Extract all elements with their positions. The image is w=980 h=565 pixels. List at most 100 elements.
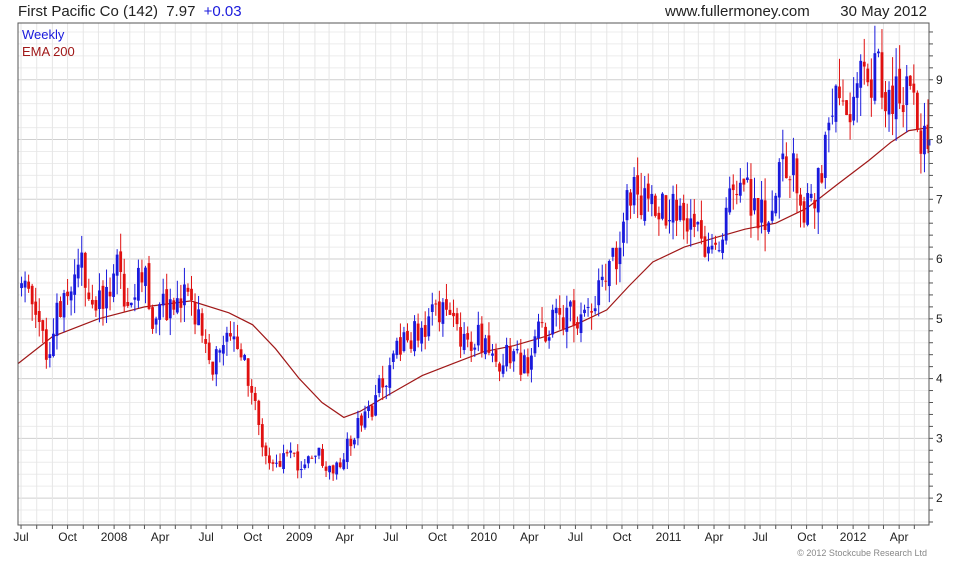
candle-body (420, 327, 424, 344)
candle-body (866, 68, 870, 83)
candle-body (154, 318, 158, 325)
candle-body (381, 378, 385, 388)
candle-body (572, 300, 576, 326)
candle-body (923, 125, 926, 155)
candle-body (342, 459, 346, 470)
candle-body (618, 247, 622, 265)
x-tick-label: Jul (752, 530, 767, 544)
x-tick-label: Oct (428, 530, 447, 544)
candle-body (335, 462, 339, 475)
candle-body (190, 288, 193, 301)
candle-body (508, 346, 512, 364)
candle-body (926, 124, 930, 150)
candle-body (289, 450, 293, 453)
y-tick-label: 2 (936, 491, 943, 505)
candle-body (462, 333, 466, 351)
candle-body (246, 358, 250, 386)
candle-body (416, 323, 420, 341)
candle-body (565, 307, 569, 332)
candle-body (877, 51, 880, 54)
x-tick-label: Apr (890, 530, 909, 544)
candle-body (409, 340, 413, 349)
candle-body (487, 335, 491, 353)
candle-body (161, 293, 165, 306)
candle-body (583, 309, 586, 314)
candle-body (119, 251, 123, 273)
candle-body (501, 365, 505, 374)
candle-body (349, 438, 353, 447)
candle-body (324, 466, 328, 471)
candle-body (299, 469, 303, 471)
candle-body (742, 178, 746, 185)
candle-body (391, 353, 395, 362)
candle-body (423, 325, 427, 337)
x-tick-label: Jul (568, 530, 583, 544)
candle-body (724, 207, 728, 241)
candle-body (622, 221, 625, 243)
chart-date: 30 May 2012 (840, 3, 927, 20)
candle-body (544, 326, 547, 342)
candle-body (430, 304, 434, 312)
candle-body (760, 199, 763, 223)
candle-body (445, 299, 448, 310)
price-change: +0.03 (204, 3, 242, 20)
candle-body (94, 300, 98, 311)
candle-body (62, 293, 66, 318)
candle-body (795, 158, 799, 194)
candle-body (317, 447, 321, 456)
candle-body (186, 287, 190, 292)
candle-body (547, 337, 551, 341)
candle-body (756, 197, 760, 229)
x-tick-label: Oct (797, 530, 816, 544)
candle-body (437, 301, 441, 323)
candle-body (813, 200, 817, 209)
candle-body (880, 52, 884, 98)
candlestick-layer (20, 25, 931, 481)
candle-body (30, 285, 34, 305)
candle-body (692, 213, 696, 227)
candle-body (699, 220, 703, 239)
x-tick-label: Apr (705, 530, 724, 544)
candle-body (197, 309, 200, 326)
candle-body (37, 311, 41, 323)
candle-body (537, 321, 540, 339)
candle-body (473, 347, 477, 350)
candle-body (292, 452, 296, 454)
candle-body (611, 247, 615, 257)
candle-body (668, 219, 671, 222)
candle-body (629, 192, 632, 206)
candle-body (218, 350, 222, 353)
candle-body (551, 309, 555, 335)
candle-body (76, 264, 80, 279)
candle-body (399, 337, 402, 355)
candle-body (413, 321, 416, 352)
candle-body (671, 193, 675, 223)
candle-body (98, 290, 101, 309)
x-axis: Jul Oct 2008 Apr Jul Oct 2009 Apr Jul Oct 2010 Apr J… (13, 525, 915, 544)
candle-body (112, 273, 116, 297)
candle-body (229, 333, 232, 337)
candle-body (540, 322, 544, 324)
chart-title: First Pacific Co (142) 7.97 +0.03 (18, 3, 242, 20)
candle-body (282, 453, 285, 470)
candle-body (823, 134, 827, 178)
candle-body (830, 115, 834, 117)
candle-body (530, 355, 533, 370)
candle-body (862, 61, 866, 67)
candle-body (140, 272, 144, 283)
candle-body (586, 306, 590, 309)
candle-body (731, 184, 735, 191)
candle-body (802, 201, 806, 223)
candle-body (781, 153, 785, 160)
candle-body (770, 210, 774, 221)
candle-body (243, 355, 247, 360)
y-tick-label: 4 (936, 372, 943, 386)
x-tick-label: Apr (151, 530, 170, 544)
y-tick-label: 5 (936, 312, 943, 326)
candle-body (264, 445, 268, 456)
candle-body (310, 457, 314, 459)
candle-body (728, 188, 732, 213)
candle-body (480, 323, 484, 353)
